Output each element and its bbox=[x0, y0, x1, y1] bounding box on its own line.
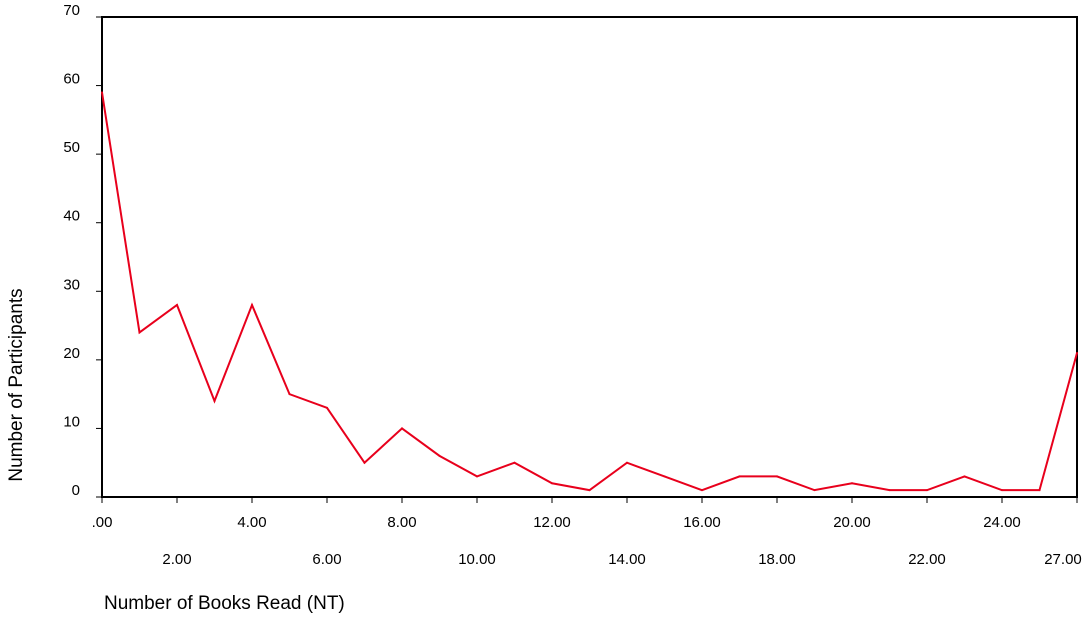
x-tick-label: 4.00 bbox=[237, 514, 266, 531]
data-point bbox=[963, 475, 966, 478]
x-axis-title: Number of Books Read (NT) bbox=[104, 593, 345, 614]
x-tick-label: 22.00 bbox=[908, 551, 946, 568]
data-point bbox=[813, 489, 816, 492]
data-point bbox=[701, 489, 703, 492]
y-tick-label: 60 bbox=[63, 71, 80, 88]
x-tick-label: 6.00 bbox=[312, 551, 341, 568]
data-point bbox=[663, 475, 666, 478]
data-point bbox=[213, 400, 216, 402]
series-line bbox=[101, 92, 1078, 492]
data-point bbox=[1076, 352, 1078, 354]
data-point bbox=[101, 91, 103, 94]
y-tick-label: 0 bbox=[72, 482, 80, 499]
x-tick-label: 14.00 bbox=[608, 551, 646, 568]
data-point bbox=[438, 454, 441, 457]
data-point bbox=[251, 304, 253, 306]
x-tick-label: 27.00 bbox=[1044, 551, 1082, 568]
series-points bbox=[101, 91, 1078, 492]
x-tick-label: .00 bbox=[92, 514, 113, 531]
data-point bbox=[513, 461, 516, 464]
x-tick-label: 20.00 bbox=[833, 514, 871, 531]
x-tick-label: 12.00 bbox=[533, 514, 571, 531]
data-point bbox=[776, 475, 778, 478]
x-tick-label: 2.00 bbox=[162, 551, 191, 568]
y-tick-label: 20 bbox=[63, 345, 80, 362]
data-point bbox=[551, 482, 553, 485]
data-point bbox=[588, 489, 591, 492]
y-tick-label: 40 bbox=[63, 208, 80, 225]
x-tick-label: 18.00 bbox=[758, 551, 796, 568]
data-point bbox=[401, 427, 403, 430]
data-point bbox=[363, 461, 366, 464]
y-tick-label: 50 bbox=[63, 139, 80, 156]
y-tick-label: 30 bbox=[63, 276, 80, 293]
x-tick-label: 8.00 bbox=[387, 514, 416, 531]
y-axis-ticks: 0 10 20 30 40 50 60 70 bbox=[63, 2, 102, 499]
data-point bbox=[176, 304, 178, 306]
data-point bbox=[288, 393, 291, 396]
x-axis-ticks: .00 2.00 4.00 6.00 8.00 10.00 12.00 14.00 16.00 1… bbox=[92, 497, 1082, 568]
data-point bbox=[851, 482, 853, 485]
y-axis-title: Number of Participants bbox=[6, 288, 27, 481]
y-tick-label: 70 bbox=[63, 2, 80, 19]
data-point bbox=[1038, 489, 1041, 492]
x-tick-label: 10.00 bbox=[458, 551, 496, 568]
y-tick-label: 10 bbox=[63, 413, 80, 430]
data-point bbox=[1001, 489, 1003, 492]
data-point bbox=[888, 489, 891, 492]
data-point bbox=[476, 475, 478, 478]
x-tick-label: 24.00 bbox=[983, 514, 1021, 531]
x-tick-label: 16.00 bbox=[683, 514, 721, 531]
data-point bbox=[138, 331, 141, 334]
data-point bbox=[626, 461, 628, 464]
plot-frame bbox=[101, 16, 1078, 498]
data-point bbox=[738, 475, 741, 478]
data-point bbox=[326, 406, 328, 409]
data-point bbox=[926, 489, 928, 492]
